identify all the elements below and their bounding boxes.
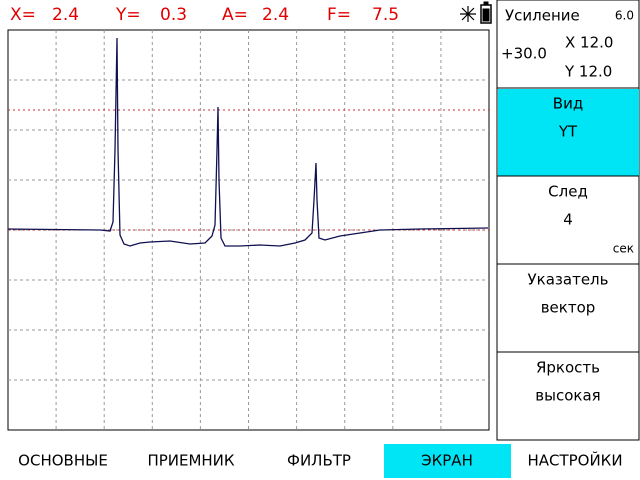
readout-value: 0.3 xyxy=(160,5,187,25)
readout-label: Y= xyxy=(115,5,141,25)
signal-trace xyxy=(7,37,489,247)
menu-bar: ОСНОВНЫЕ ПРИЕМНИК ФИЛЬТР ЭКРАН НАСТРОЙКИ xyxy=(18,444,623,478)
status-icons xyxy=(460,1,492,24)
side-items: YT Усиление 6.0 +30.0 X 12.0 Y 12.0 Вид Сл… xyxy=(497,7,639,441)
readout-value: 2.4 xyxy=(52,5,79,25)
status-bar: X= 2.4 Y= 0.3 A= 2.4 F= 7.5 xyxy=(10,5,399,25)
gain-step: 6.0 xyxy=(615,9,634,23)
readout-value: 2.4 xyxy=(262,5,289,25)
readout-label: X= xyxy=(10,5,36,25)
gain-value: +30.0 xyxy=(501,45,547,63)
readout-value: 7.5 xyxy=(372,5,399,25)
gain-title: Усиление xyxy=(505,7,580,25)
menu-tab[interactable]: ПРИЕМНИК xyxy=(147,452,234,470)
item-title[interactable]: След xyxy=(548,183,588,201)
item-unit: сек xyxy=(613,242,634,256)
item-title[interactable]: Яркость xyxy=(536,359,600,377)
item-value[interactable]: вектор xyxy=(541,299,596,317)
item-value[interactable]: высокая xyxy=(535,387,600,405)
gain-y: Y 12.0 xyxy=(564,63,612,81)
menu-tab[interactable]: ОСНОВНЫЕ xyxy=(18,452,108,470)
gain-x: X 12.0 xyxy=(565,34,613,52)
item-title[interactable]: Вид xyxy=(553,95,583,113)
readout-label: F= xyxy=(327,5,351,25)
menu-tab[interactable]: НАСТРОЙКИ xyxy=(527,451,622,470)
menu-tab[interactable]: ЭКРАН xyxy=(421,452,473,470)
item-value[interactable]: 4 xyxy=(563,211,573,229)
item-highlight xyxy=(498,89,639,176)
item-value[interactable]: YT xyxy=(558,123,578,141)
menu-tab[interactable]: ФИЛЬТР xyxy=(287,452,351,470)
readout-label: A= xyxy=(222,5,248,25)
tab-highlight xyxy=(384,444,511,478)
item-title[interactable]: Указатель xyxy=(528,271,609,289)
